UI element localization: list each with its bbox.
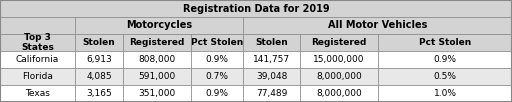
Text: Top 3
States: Top 3 States xyxy=(21,33,54,52)
Bar xyxy=(0,51,75,68)
Bar xyxy=(243,34,300,51)
Bar xyxy=(191,68,243,85)
Text: 1.0%: 1.0% xyxy=(434,89,457,98)
Bar xyxy=(123,68,191,85)
Bar xyxy=(300,51,378,68)
Text: 141,757: 141,757 xyxy=(253,55,290,64)
Bar xyxy=(300,68,378,85)
Bar xyxy=(378,68,512,85)
Text: Florida: Florida xyxy=(22,72,53,81)
Bar xyxy=(191,34,243,51)
Text: 8,000,000: 8,000,000 xyxy=(316,72,362,81)
Text: 77,489: 77,489 xyxy=(256,89,287,98)
Bar xyxy=(75,34,123,51)
Bar xyxy=(75,85,123,102)
Text: Stolen: Stolen xyxy=(255,38,288,47)
Text: Registration Data for 2019: Registration Data for 2019 xyxy=(183,3,329,13)
Text: 4,085: 4,085 xyxy=(86,72,112,81)
Bar xyxy=(243,51,300,68)
Text: 0.9%: 0.9% xyxy=(434,55,457,64)
Bar xyxy=(75,17,243,34)
Bar xyxy=(75,51,123,68)
Text: 591,000: 591,000 xyxy=(138,72,176,81)
Bar xyxy=(0,34,75,51)
Text: 808,000: 808,000 xyxy=(138,55,176,64)
Bar xyxy=(123,85,191,102)
Bar xyxy=(0,17,75,34)
Bar xyxy=(0,85,75,102)
Bar xyxy=(300,85,378,102)
Bar xyxy=(378,51,512,68)
Bar xyxy=(243,17,512,34)
Bar xyxy=(378,34,512,51)
Text: Texas: Texas xyxy=(25,89,50,98)
Bar xyxy=(75,68,123,85)
Bar xyxy=(300,34,378,51)
Text: Stolen: Stolen xyxy=(82,38,115,47)
Bar xyxy=(378,85,512,102)
Text: 0.5%: 0.5% xyxy=(434,72,457,81)
Bar xyxy=(243,85,300,102)
Text: 15,000,000: 15,000,000 xyxy=(313,55,365,64)
Text: 8,000,000: 8,000,000 xyxy=(316,89,362,98)
Bar xyxy=(123,51,191,68)
Text: 39,048: 39,048 xyxy=(256,72,287,81)
Text: Motorcycles: Motorcycles xyxy=(126,21,192,30)
Text: 6,913: 6,913 xyxy=(86,55,112,64)
Bar xyxy=(191,85,243,102)
Text: 0.9%: 0.9% xyxy=(205,55,228,64)
Bar xyxy=(123,34,191,51)
Text: Pct Stolen: Pct Stolen xyxy=(419,38,471,47)
Text: 3,165: 3,165 xyxy=(86,89,112,98)
Text: 351,000: 351,000 xyxy=(138,89,176,98)
Bar xyxy=(0,0,512,17)
Text: Registered: Registered xyxy=(130,38,185,47)
Bar xyxy=(243,68,300,85)
Text: 0.9%: 0.9% xyxy=(205,89,228,98)
Text: California: California xyxy=(16,55,59,64)
Text: 0.7%: 0.7% xyxy=(205,72,228,81)
Bar xyxy=(0,68,75,85)
Text: Registered: Registered xyxy=(311,38,367,47)
Text: All Motor Vehicles: All Motor Vehicles xyxy=(328,21,427,30)
Text: Pct Stolen: Pct Stolen xyxy=(191,38,243,47)
Bar xyxy=(191,51,243,68)
